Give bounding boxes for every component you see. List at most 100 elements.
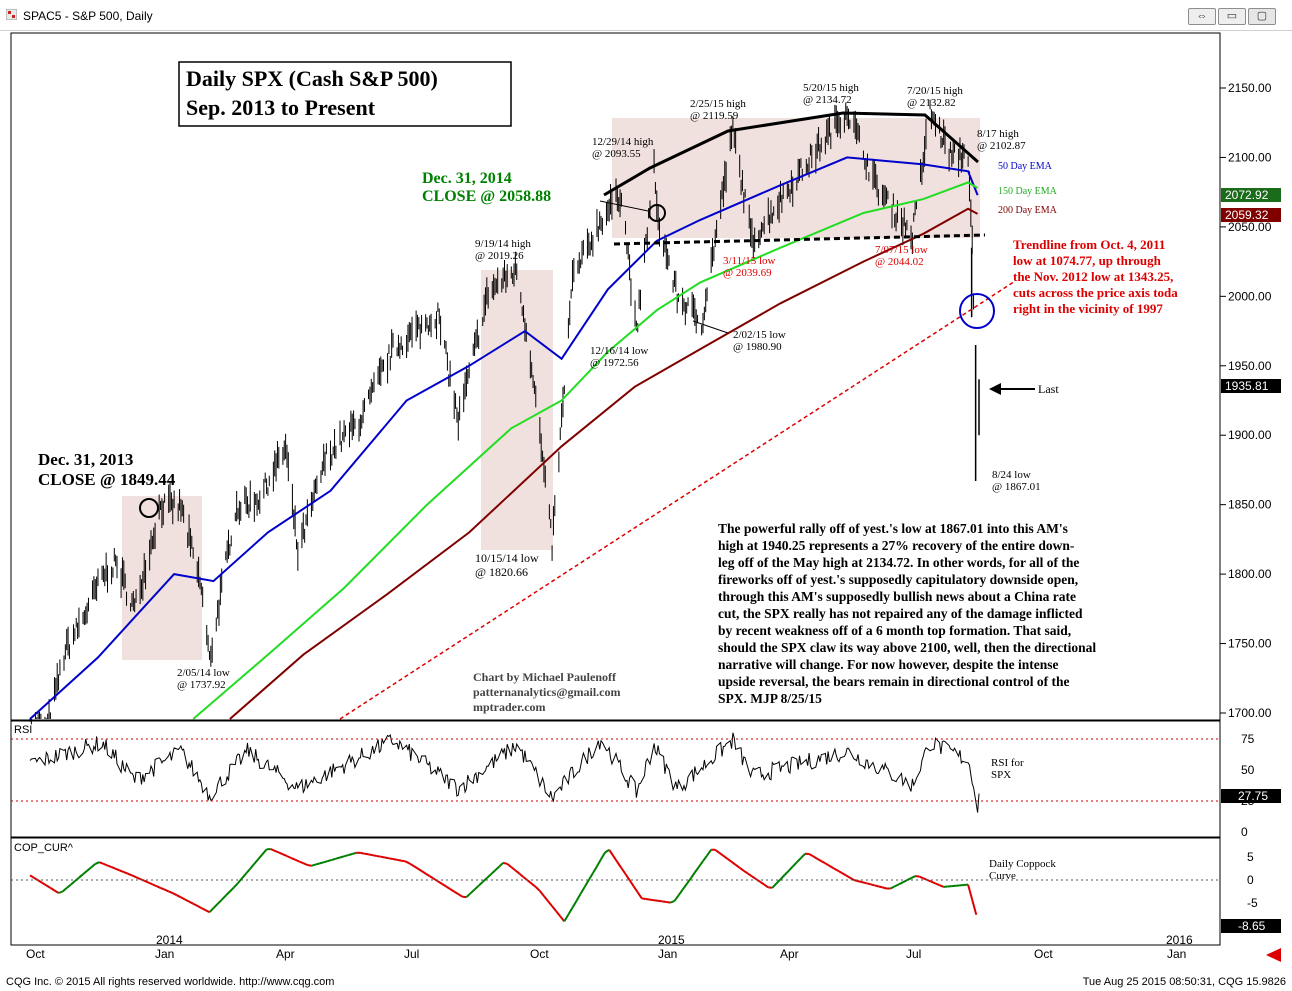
coppock-segment bbox=[628, 879, 635, 887]
restore-button[interactable]: ⇔ bbox=[1188, 8, 1216, 25]
ann-feb0514-l1: 2/05/14 low bbox=[177, 667, 230, 679]
coppock-segment bbox=[74, 876, 80, 882]
coppock-segment bbox=[103, 862, 108, 867]
coppock-segment bbox=[339, 855, 345, 859]
coppock-segment bbox=[261, 848, 268, 855]
coppock-segment bbox=[253, 858, 260, 865]
ann-dec2914-l1: 12/29/14 high bbox=[592, 136, 654, 148]
coppock-segment bbox=[543, 895, 549, 902]
timestamp-text: Tue Aug 25 2015 08:50:31, CQG 15.9826 bbox=[1082, 976, 1286, 988]
time-tick-label: 2015 bbox=[658, 933, 685, 947]
commentary-line-8: should the SPX claw its way above 2100, … bbox=[718, 640, 1096, 655]
coppock-segment bbox=[632, 885, 639, 893]
coppock-segment bbox=[408, 862, 414, 867]
coppock-segment bbox=[58, 890, 63, 894]
coppock-segment bbox=[812, 855, 818, 860]
ann-feb2515-l1: 2/25/15 high bbox=[690, 98, 746, 110]
coppock-segment bbox=[845, 874, 851, 879]
ann-dec1614-l1: 12/16/14 low bbox=[590, 345, 648, 357]
coppock-segment bbox=[645, 898, 651, 901]
coppock-segment bbox=[698, 860, 704, 868]
spx-chart[interactable]: 2150.00 2100.00 2050.00 2000.00 1950.00 1900.… bbox=[0, 30, 1292, 974]
coppock-segment bbox=[759, 880, 765, 886]
commentary-line-4: fireworks off of yest.'s supposedly capi… bbox=[718, 572, 1078, 587]
pointer-dec2014 bbox=[599, 200, 649, 212]
maximize-button[interactable]: ▢ bbox=[1248, 8, 1276, 25]
coppock-segment bbox=[473, 884, 480, 891]
chart-area[interactable]: 2150.00 2100.00 2050.00 2000.00 1950.00 1900.… bbox=[0, 30, 1292, 991]
coppock-segment bbox=[608, 849, 615, 857]
coppock-segment bbox=[270, 848, 276, 852]
coppock-segment bbox=[469, 888, 476, 895]
price-tick-label: 2100.00 bbox=[1228, 150, 1272, 164]
coppock-segment bbox=[657, 899, 663, 903]
coppock-segment bbox=[196, 904, 202, 909]
chart-title: Daily SPX (Cash S&P 500) bbox=[186, 66, 438, 91]
commentary-line-9: narrative will change. For now however, … bbox=[718, 657, 1058, 672]
coppock-segment bbox=[636, 891, 643, 899]
coppock-segment bbox=[861, 881, 867, 885]
tag-ema200: 2059.32 bbox=[1225, 208, 1269, 222]
coppock-segment bbox=[506, 863, 512, 868]
ann-dec2914-l2: @ 2093.55 bbox=[592, 148, 641, 160]
coppock-segment bbox=[791, 861, 798, 868]
coppock-segment bbox=[388, 857, 394, 860]
coppock-tick-label: 0 bbox=[1247, 873, 1254, 887]
commentary-line-1: The powerful rally off of yest.'s low at… bbox=[718, 521, 1068, 536]
scroll-right-arrow-icon[interactable] bbox=[1266, 948, 1281, 962]
price-tick-label: 1850.00 bbox=[1228, 498, 1272, 512]
tag-ema50: 2072.92 bbox=[1225, 188, 1269, 202]
time-tick-label: Oct bbox=[26, 947, 45, 961]
coppock-segment bbox=[490, 869, 496, 876]
coppock-segment bbox=[596, 858, 602, 867]
coppock-segment bbox=[539, 890, 545, 897]
ann-may2015-l2: @ 2134.72 bbox=[803, 94, 852, 106]
time-tick-label: 2014 bbox=[156, 933, 183, 947]
coppock-segment bbox=[649, 898, 655, 902]
coppock-segment bbox=[555, 910, 561, 917]
coppock-segment bbox=[551, 905, 557, 912]
ann-last: Last bbox=[1038, 382, 1059, 396]
coppock-segment bbox=[127, 872, 133, 877]
coppock-segment bbox=[360, 851, 365, 855]
legend-ema50: 50 Day EMA bbox=[998, 161, 1053, 172]
tag-coppock: -8.65 bbox=[1238, 919, 1266, 933]
coppock-segment bbox=[200, 907, 206, 911]
pointer-feb0215 bbox=[692, 320, 729, 334]
commentary-line-3: leg off of the May high at 2134.72. In o… bbox=[718, 555, 1079, 570]
minimize-button[interactable]: ▭ bbox=[1218, 8, 1246, 25]
coppock-segment bbox=[204, 909, 210, 914]
coppock-segment bbox=[828, 864, 835, 870]
coppock-segment bbox=[869, 883, 875, 887]
coppock-segment bbox=[249, 863, 256, 870]
coppock-segment bbox=[820, 860, 826, 865]
coppock-segment bbox=[494, 865, 500, 872]
tag-last-bg bbox=[1221, 379, 1281, 393]
coppock-segment bbox=[225, 890, 231, 897]
price-tick-label: 1900.00 bbox=[1228, 428, 1272, 442]
long-term-trendline bbox=[339, 281, 1014, 720]
coppock-segment bbox=[882, 886, 887, 890]
coppock-segment bbox=[66, 883, 72, 889]
commentary-line-11: SPX. MJP 8/25/15 bbox=[718, 691, 822, 706]
coppock-segment bbox=[902, 879, 908, 884]
coppock-segment bbox=[429, 875, 435, 880]
tag-last: 1935.81 bbox=[1225, 379, 1269, 393]
credit-block: Chart by Michael Paulenoff patternanalyt… bbox=[473, 670, 620, 714]
ema200-line bbox=[229, 207, 979, 720]
coppock-segment bbox=[849, 876, 855, 881]
tag-rsi-bg bbox=[1221, 789, 1281, 803]
coppock-segment bbox=[392, 858, 398, 861]
coppock-segment bbox=[45, 884, 51, 889]
circle-dec2013-close bbox=[139, 498, 159, 518]
coppock-segment bbox=[384, 856, 390, 860]
coppock-segment bbox=[278, 851, 284, 856]
coppock-segment bbox=[498, 862, 504, 868]
coppock-segment bbox=[351, 851, 357, 855]
coppock-segment bbox=[816, 857, 822, 862]
coppock-panel-frame bbox=[10, 837, 1221, 946]
coppock-segment bbox=[151, 883, 157, 888]
coppock-segment bbox=[620, 867, 627, 875]
rsi-note-1: RSI for bbox=[991, 757, 1024, 769]
coppock-segment bbox=[563, 913, 570, 922]
